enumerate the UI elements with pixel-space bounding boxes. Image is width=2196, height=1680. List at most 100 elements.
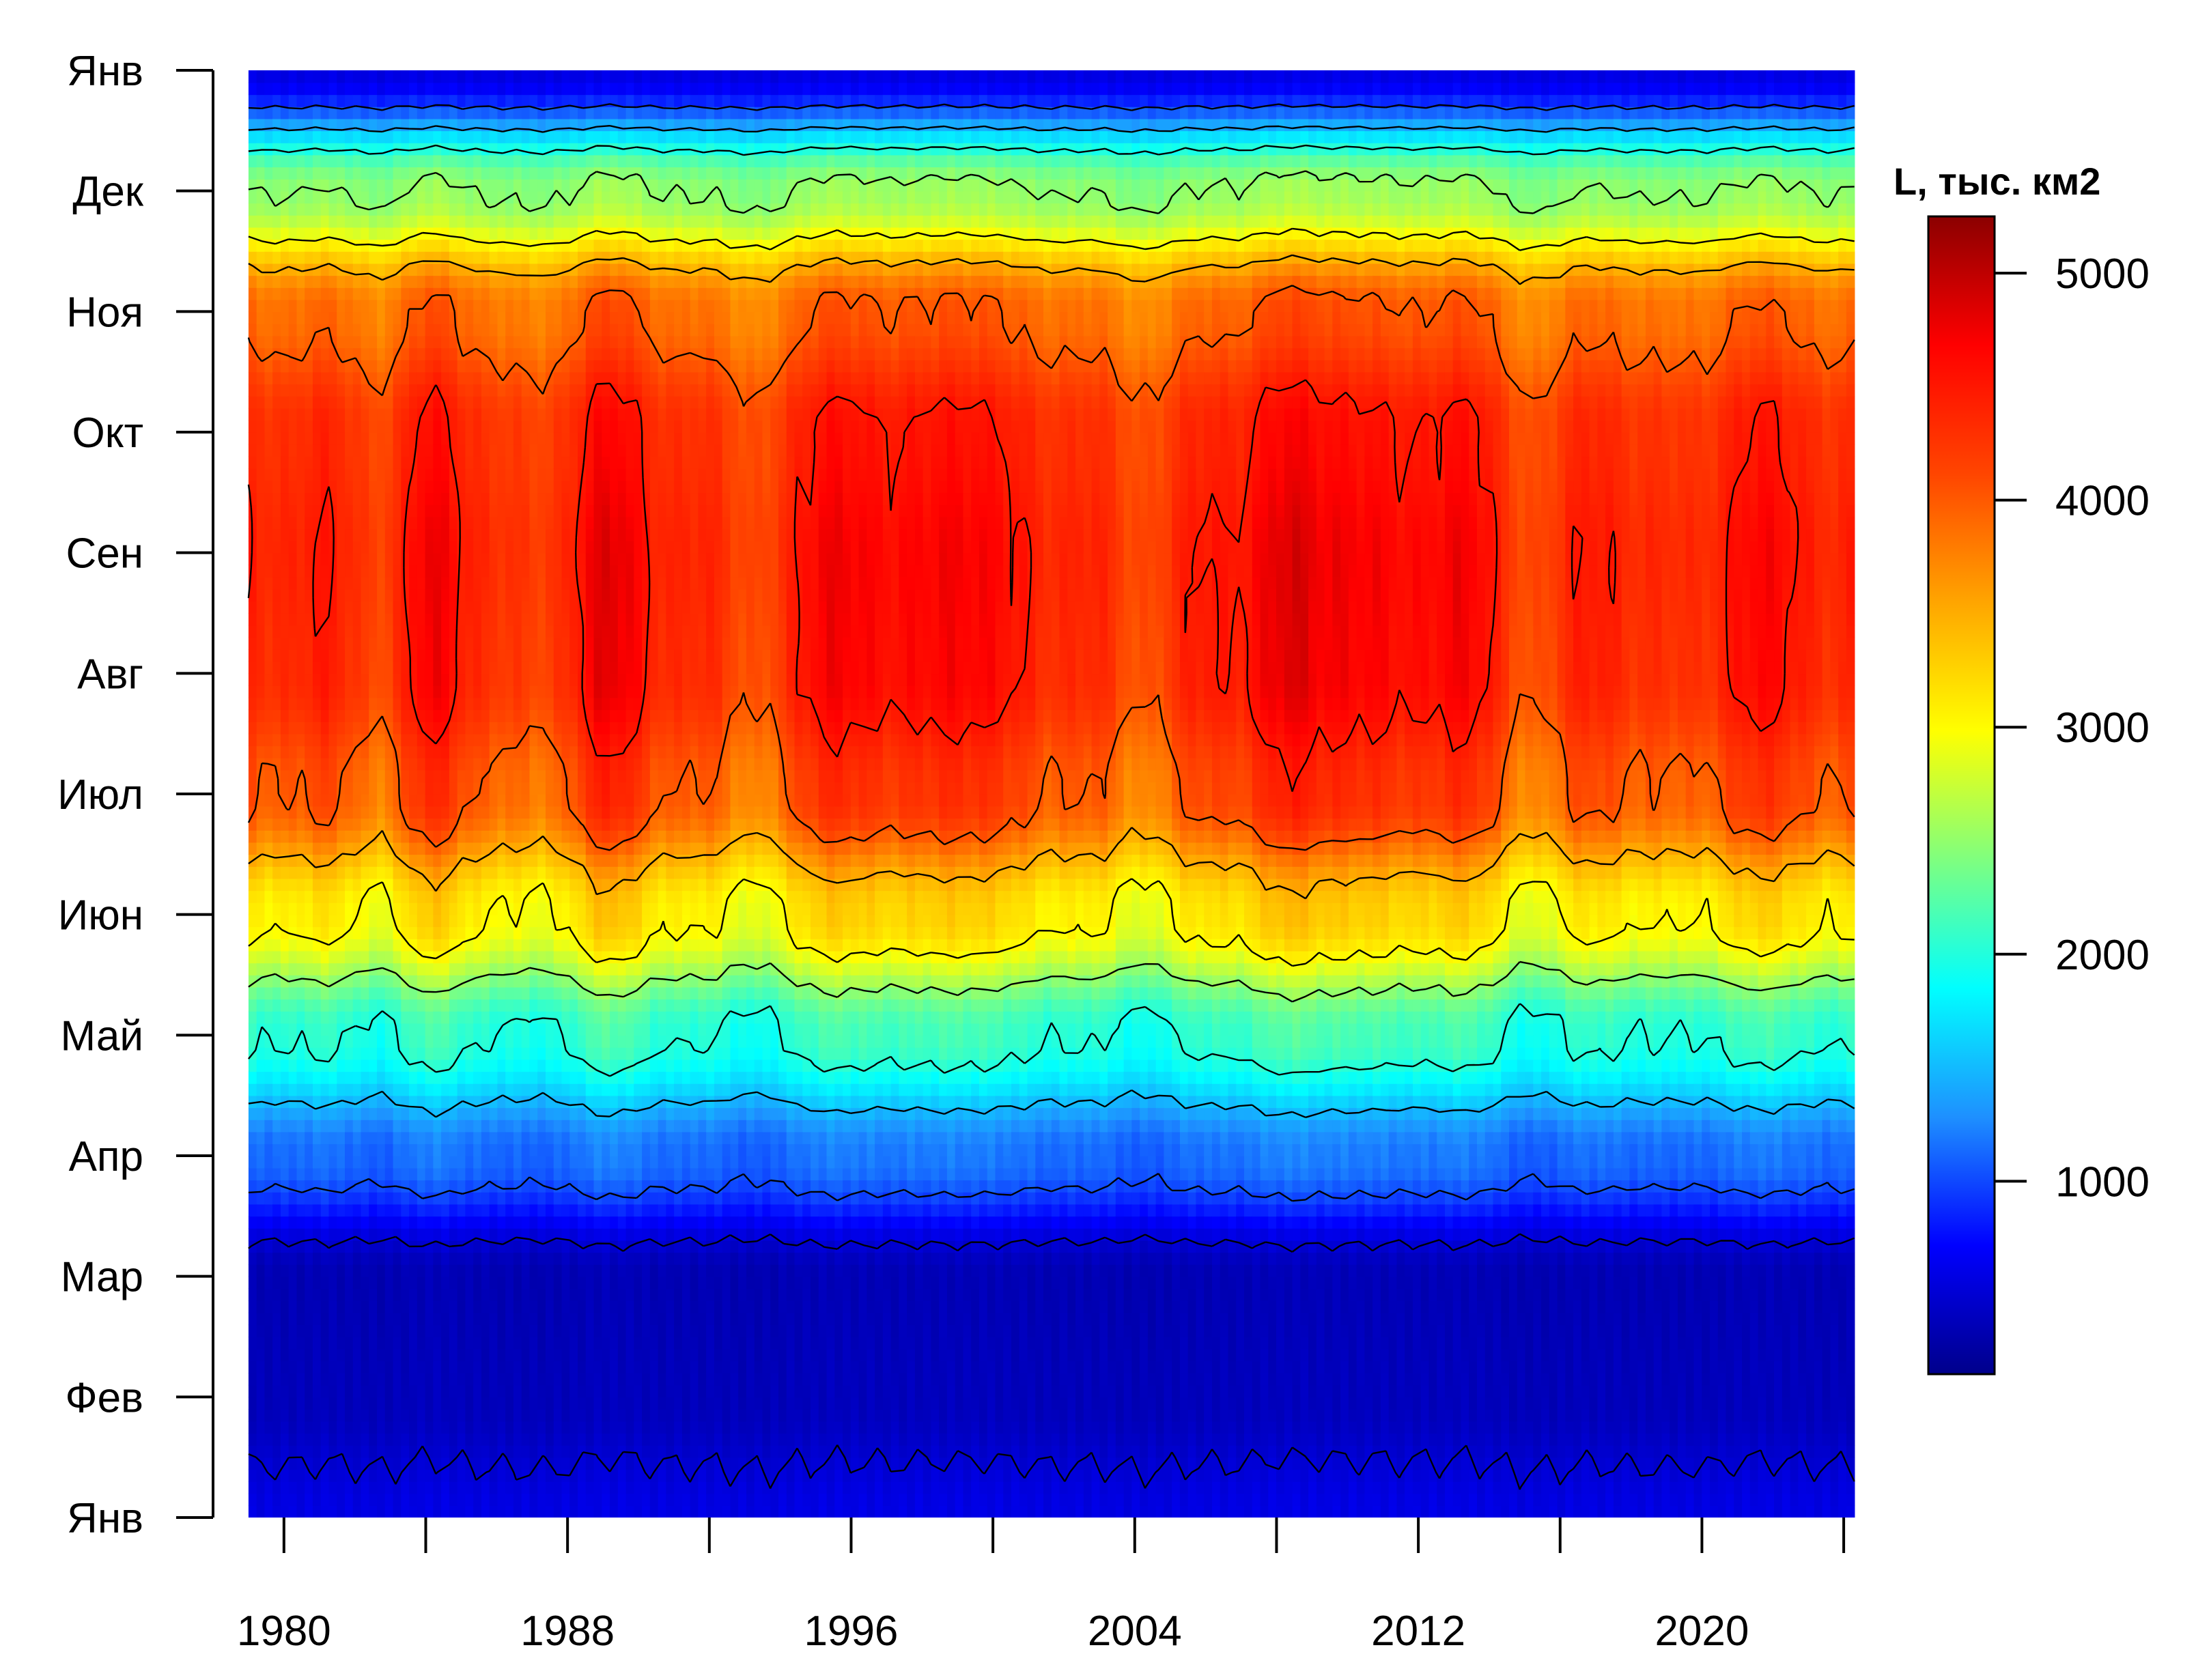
heatmap-cell bbox=[561, 167, 571, 180]
heatmap-cell bbox=[256, 842, 266, 855]
heatmap-cell bbox=[272, 986, 281, 1000]
heatmap-cell bbox=[473, 299, 482, 313]
heatmap-cell bbox=[393, 1252, 402, 1265]
heatmap-cell bbox=[465, 432, 474, 445]
heatmap-cell bbox=[545, 1167, 554, 1181]
heatmap-cell bbox=[425, 649, 434, 662]
heatmap-cell bbox=[481, 1348, 490, 1362]
heatmap-cell bbox=[288, 1384, 298, 1398]
heatmap-cell bbox=[561, 963, 571, 976]
heatmap-cell bbox=[481, 1457, 490, 1470]
heatmap-cell bbox=[545, 516, 554, 530]
heatmap-cell bbox=[505, 203, 514, 216]
heatmap-cell bbox=[305, 1059, 313, 1072]
heatmap-cell bbox=[553, 444, 563, 457]
heatmap-cell bbox=[320, 1059, 330, 1072]
heatmap-cell bbox=[578, 1373, 587, 1386]
heatmap-cell bbox=[473, 878, 482, 892]
heatmap-cell bbox=[569, 758, 578, 771]
heatmap-cell bbox=[521, 673, 531, 686]
heatmap-cell bbox=[409, 661, 418, 674]
heatmap-cell bbox=[384, 516, 394, 530]
heatmap-cell bbox=[328, 1059, 338, 1072]
heatmap-cell bbox=[441, 347, 450, 360]
heatmap-cell bbox=[256, 541, 266, 554]
heatmap-cell bbox=[305, 818, 313, 831]
heatmap-cell bbox=[553, 1397, 563, 1410]
heatmap-cell bbox=[393, 1071, 402, 1084]
heatmap-cell bbox=[417, 552, 426, 566]
heatmap-cell bbox=[352, 1445, 362, 1458]
heatmap-cell bbox=[529, 1300, 539, 1313]
heatmap-cell bbox=[345, 1409, 354, 1422]
heatmap-cell bbox=[561, 1131, 571, 1145]
heatmap-cell bbox=[521, 118, 531, 132]
heatmap-cell bbox=[417, 275, 426, 288]
heatmap-cell bbox=[328, 745, 338, 758]
heatmap-cell bbox=[513, 588, 522, 602]
heatmap-cell bbox=[449, 1071, 458, 1084]
heatmap-cell bbox=[328, 782, 338, 795]
heatmap-cell bbox=[337, 601, 346, 614]
heatmap-cell bbox=[352, 1192, 362, 1205]
heatmap-cell bbox=[280, 203, 290, 216]
heatmap-cell bbox=[296, 167, 306, 180]
heatmap-cell bbox=[497, 975, 506, 988]
heatmap-cell bbox=[457, 1276, 466, 1290]
heatmap-cell bbox=[361, 1300, 370, 1313]
heatmap-cell bbox=[489, 1107, 498, 1120]
heatmap-cell bbox=[497, 1300, 506, 1313]
heatmap-cell bbox=[473, 528, 482, 541]
heatmap-cell bbox=[393, 1276, 402, 1290]
heatmap-cell bbox=[256, 371, 266, 385]
heatmap-cell bbox=[441, 1095, 450, 1109]
heatmap-cell bbox=[569, 1409, 578, 1422]
heatmap-cell bbox=[288, 371, 298, 385]
heatmap-cell bbox=[352, 588, 362, 602]
heatmap-cell bbox=[377, 866, 386, 879]
heatmap-cell bbox=[481, 782, 490, 795]
heatmap-cell bbox=[345, 1324, 354, 1337]
heatmap-cell bbox=[481, 408, 490, 421]
heatmap-cell bbox=[489, 1373, 498, 1386]
heatmap-cell bbox=[473, 986, 482, 1000]
heatmap-cell bbox=[505, 1204, 514, 1217]
heatmap-cell bbox=[417, 311, 426, 324]
heatmap-cell bbox=[288, 143, 298, 156]
heatmap-cell bbox=[393, 1348, 402, 1362]
heatmap-cell bbox=[384, 299, 394, 313]
heatmap-cell bbox=[553, 601, 563, 614]
heatmap-cell bbox=[280, 1324, 290, 1337]
heatmap-cell bbox=[553, 396, 563, 409]
heatmap-cell bbox=[256, 902, 266, 915]
heatmap-cell bbox=[264, 154, 273, 168]
heatmap-cell bbox=[401, 444, 410, 457]
heatmap-cell bbox=[337, 565, 346, 578]
heatmap-cell bbox=[393, 1095, 402, 1109]
heatmap-cell bbox=[465, 878, 474, 892]
heatmap-cell bbox=[296, 1264, 306, 1277]
heatmap-cell bbox=[497, 215, 506, 228]
heatmap-cell bbox=[409, 1071, 418, 1084]
heatmap-cell bbox=[361, 1035, 370, 1048]
heatmap-cell bbox=[529, 625, 539, 638]
heatmap-cell bbox=[489, 552, 498, 566]
heatmap-cell bbox=[312, 456, 322, 469]
heatmap-cell bbox=[409, 1035, 418, 1048]
heatmap-cell bbox=[441, 565, 450, 578]
heatmap-cell bbox=[473, 999, 482, 1012]
heatmap-cell bbox=[425, 118, 434, 132]
heatmap-cell bbox=[296, 1469, 306, 1482]
heatmap-cell bbox=[513, 999, 522, 1012]
heatmap-cell bbox=[401, 963, 410, 976]
heatmap-cell bbox=[505, 926, 514, 939]
heatmap-cell bbox=[561, 601, 571, 614]
heatmap-cell bbox=[449, 1143, 458, 1156]
heatmap-cell bbox=[529, 902, 539, 915]
heatmap-cell bbox=[457, 275, 466, 288]
heatmap-cell bbox=[369, 902, 378, 915]
heatmap-cell bbox=[272, 649, 281, 662]
heatmap-cell bbox=[417, 1433, 426, 1446]
heatmap-cell bbox=[288, 1337, 298, 1350]
heatmap-cell bbox=[248, 324, 257, 337]
